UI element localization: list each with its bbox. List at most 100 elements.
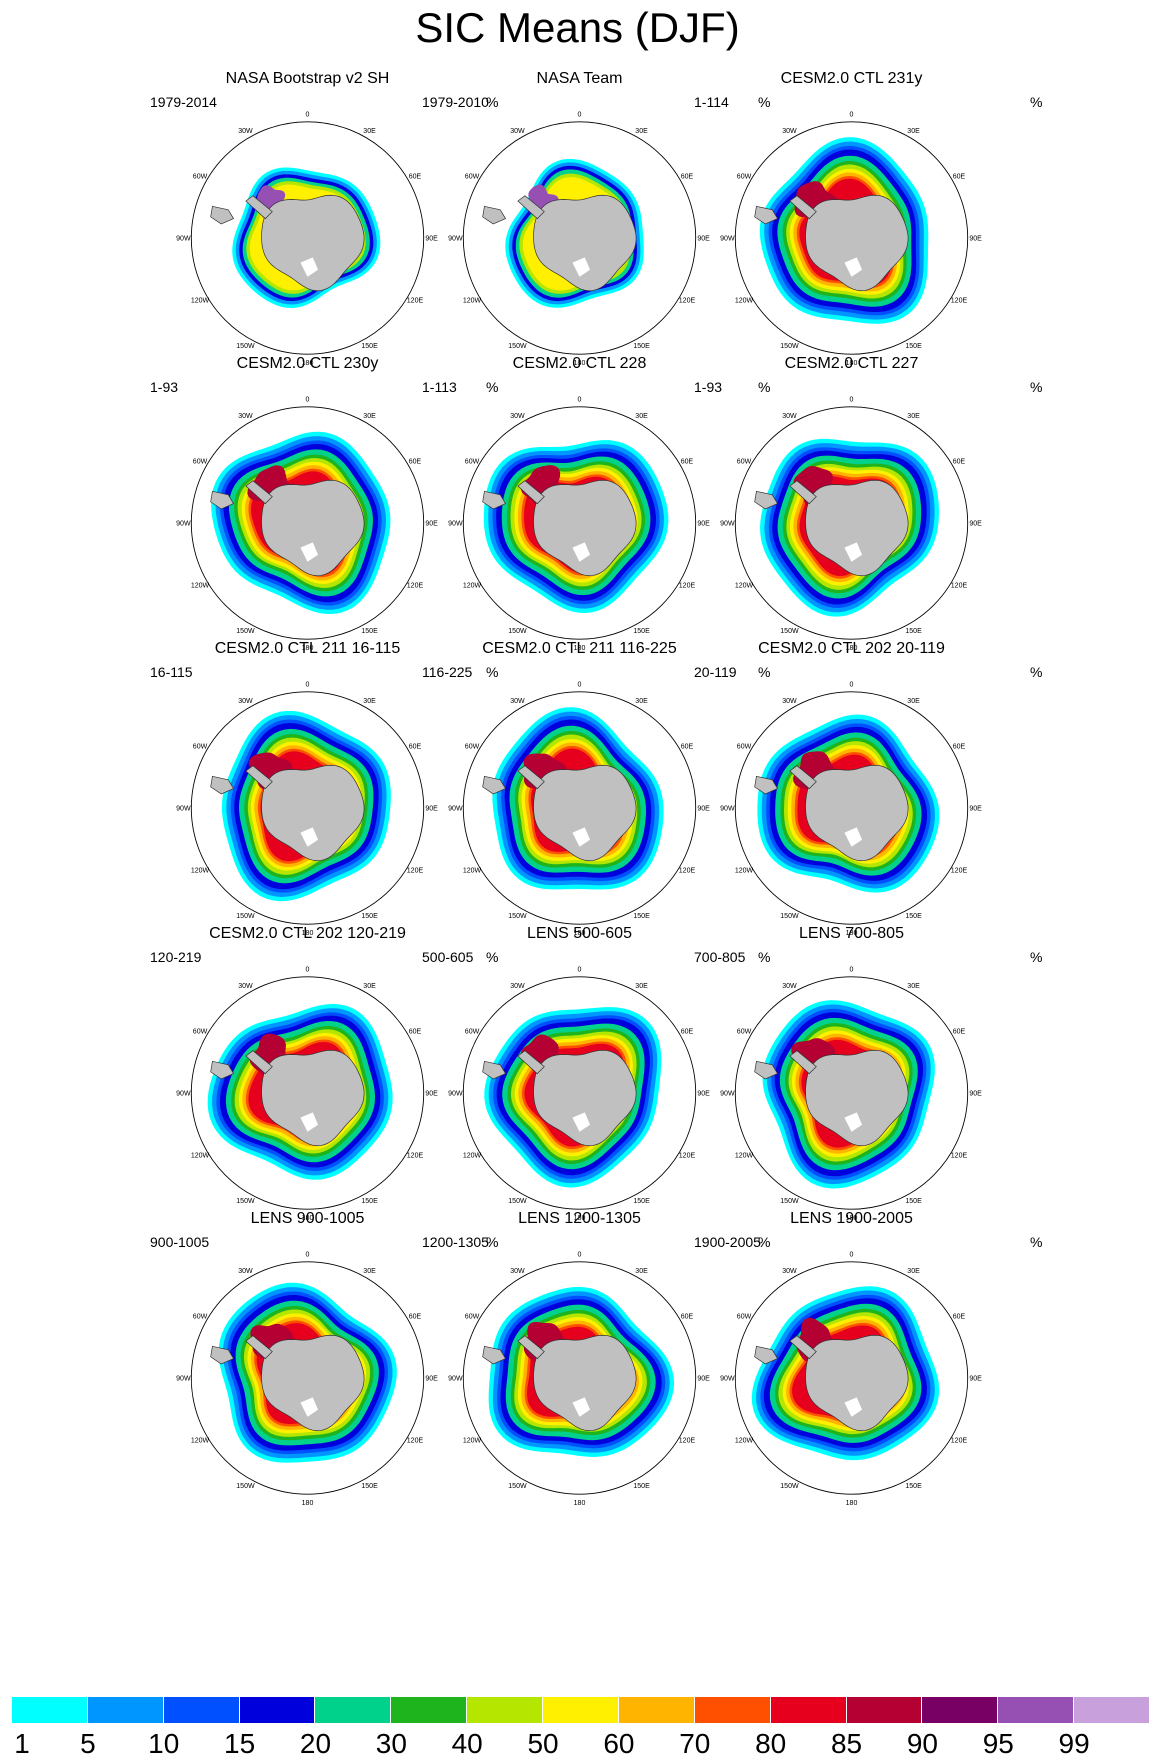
map-panel: LENS 700-805 700-805% 0 30E 60E 90E 120E 150E 18… (664, 925, 1042, 1245)
longitude-label: 180 (302, 645, 314, 652)
map-panel: LENS 900-1005 900-1005% 0 30E 60E 90E 120E 150E… (120, 1210, 498, 1530)
longitude-label: 150W (780, 628, 799, 635)
longitude-label: 0 (578, 112, 582, 119)
antarctica-landmass (533, 1049, 637, 1147)
longitude-label: 60W (737, 744, 752, 751)
polar-map: 0 30E 60E 90E 120E 150E 180 150W 120W 90W 60W 30W (720, 682, 982, 937)
longitude-label: 180 (302, 360, 314, 367)
antarctica-landmass (261, 1334, 365, 1432)
antarctica-landmass (261, 194, 365, 292)
antarctica-landmass (261, 1049, 365, 1147)
longitude-label: 30W (238, 128, 253, 135)
longitude-label: 90E (969, 236, 982, 243)
longitude-label: 30E (907, 1268, 920, 1275)
colorbar-tick-label: 99 (1058, 1728, 1090, 1759)
longitude-label: 180 (574, 360, 586, 367)
antarctica-landmass (805, 194, 909, 292)
longitude-label: 90W (176, 1091, 191, 1098)
longitude-label: 30W (782, 1268, 797, 1275)
polar-map: 0 30E 60E 90E 120E 150E 180 150W 120W 90W 60W 30W (176, 397, 438, 652)
longitude-label: 150E (905, 1483, 922, 1490)
longitude-label: 120E (951, 868, 968, 875)
longitude-label: 60W (737, 1029, 752, 1036)
longitude-label: 90W (448, 806, 463, 813)
panel-period: 20-119 (694, 664, 737, 680)
longitude-label: 90E (697, 521, 710, 528)
longitude-label: 120W (463, 1153, 482, 1160)
longitude-label: 0 (578, 967, 582, 974)
polar-map: 0 30E 60E 90E 120E 150E 180 150W 120W 90W 60W 30W (448, 397, 710, 652)
longitude-label: 90E (425, 521, 438, 528)
longitude-label: 90W (176, 236, 191, 243)
longitude-label: 150E (633, 343, 650, 350)
antarctic-peninsula (517, 1050, 545, 1075)
panel-period: 1-93 (694, 379, 723, 395)
south-america-landmass (210, 1060, 235, 1080)
longitude-label: 150E (633, 1483, 650, 1490)
longitude-label: 120E (407, 1438, 424, 1445)
longitude-label: 0 (306, 1252, 310, 1259)
antarctic-peninsula (789, 1050, 817, 1075)
longitude-label: 180 (846, 1215, 858, 1222)
longitude-label: 150W (780, 1198, 799, 1205)
longitude-label: 30W (510, 413, 525, 420)
panel-period: 1-93 (150, 379, 179, 395)
colorbar-segment (87, 1697, 164, 1723)
longitude-label: 150W (236, 1483, 255, 1490)
longitude-label: 120W (463, 583, 482, 590)
colorbar-segment (998, 1697, 1075, 1723)
panel-title: NASA Bootstrap v2 SH (225, 70, 390, 87)
panel-period: 900-1005 (150, 1234, 210, 1250)
longitude-label: 30W (238, 983, 253, 990)
longitude-label: 0 (578, 397, 582, 404)
antarctic-peninsula (245, 195, 273, 220)
panel-period: 500-605 (422, 949, 474, 965)
antarctic-peninsula (517, 1335, 545, 1360)
longitude-label: 150E (905, 628, 922, 635)
antarctic-peninsula (517, 765, 545, 790)
longitude-label: 180 (574, 645, 586, 652)
longitude-label: 90W (448, 1376, 463, 1383)
colorbar-tick-label: 30 (375, 1728, 407, 1759)
panel-unit: % (486, 94, 499, 110)
colorbar-segment (694, 1697, 771, 1723)
longitude-label: 30E (635, 128, 648, 135)
panel-unit: % (486, 949, 499, 965)
longitude-label: 150W (508, 913, 527, 920)
panel-unit: % (758, 949, 771, 965)
longitude-label: 120W (735, 583, 754, 590)
antarctica-landmass (261, 764, 365, 862)
longitude-label: 180 (574, 1215, 586, 1222)
antarctic-peninsula (245, 1335, 273, 1360)
colorbar-segment (391, 1697, 468, 1723)
longitude-label: 90W (720, 1376, 735, 1383)
longitude-label: 30E (907, 128, 920, 135)
longitude-label: 150W (508, 1483, 527, 1490)
longitude-label: 30W (782, 413, 797, 420)
longitude-label: 0 (306, 682, 310, 689)
panel-title: LENS 700-805 (799, 925, 904, 942)
longitude-label: 60E (953, 1314, 966, 1321)
longitude-label: 60E (681, 174, 694, 181)
polar-map: 0 30E 60E 90E 120E 150E 180 150W 120W 90W 60W 30W (720, 112, 982, 367)
polar-map: 0 30E 60E 90E 120E 150E 180 150W 120W 90W 60W 30W (448, 1252, 710, 1507)
antarctica-landmass (533, 764, 637, 862)
panel-unit: % (758, 664, 771, 680)
polar-map: 0 30E 60E 90E 120E 150E 180 150W 120W 90W 60W 30W (720, 967, 982, 1222)
longitude-label: 60E (953, 459, 966, 466)
longitude-label: 60W (737, 174, 752, 181)
colorbar-segment (239, 1697, 316, 1723)
colorbar-segment (618, 1697, 695, 1723)
longitude-label: 120W (735, 298, 754, 305)
south-america-landmass (210, 490, 235, 510)
longitude-label: 120E (679, 1153, 696, 1160)
longitude-label: 30W (510, 128, 525, 135)
colorbar-segment (163, 1697, 240, 1723)
longitude-label: 120W (191, 583, 210, 590)
longitude-label: 60E (409, 459, 422, 466)
longitude-label: 0 (306, 967, 310, 974)
south-america-landmass (754, 205, 779, 225)
colorbar-segment (543, 1697, 619, 1723)
map-panel: CESM2.0 CTL 228 1-113% 0 30E 60E 90E 120E 150E 1… (392, 355, 770, 675)
longitude-label: 150W (508, 1198, 527, 1205)
